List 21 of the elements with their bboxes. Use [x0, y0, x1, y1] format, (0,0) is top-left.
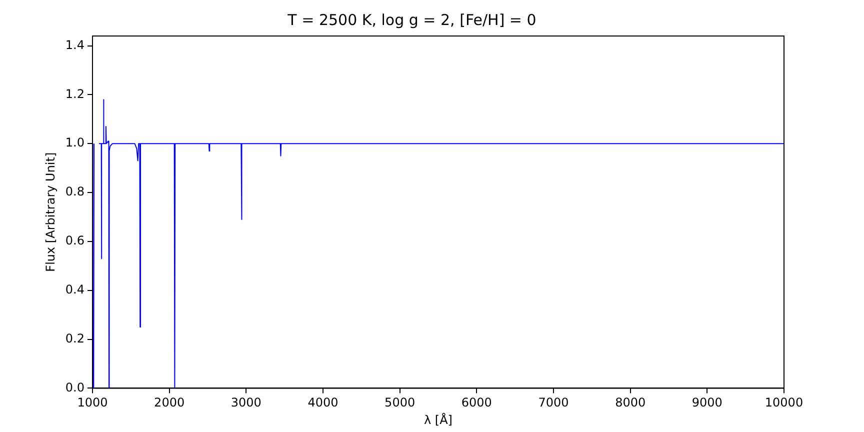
x-tick-label: 7000	[538, 396, 569, 410]
chart-title: T = 2500 K, log g = 2, [Fe/H] = 0	[286, 10, 536, 29]
x-tick-label: 6000	[461, 396, 492, 410]
x-tick-label: 9000	[692, 396, 722, 410]
x-axis-title: λ [Å]	[424, 412, 452, 427]
y-tick-label: 0.0	[65, 380, 84, 394]
x-tick-label: 4000	[308, 396, 338, 410]
y-tick-label: 1.0	[65, 136, 84, 150]
x-tick-label: 2000	[154, 396, 185, 410]
x-tick-label: 5000	[384, 396, 416, 410]
y-tick-label: 1.2	[65, 86, 84, 101]
x-tick-label: 10000	[764, 396, 804, 410]
y-tick-label: 0.2	[65, 331, 84, 346]
y-axis-title: Flux [Arbitrary Unit]	[43, 152, 58, 272]
x-tick-label: 3000	[230, 396, 262, 410]
y-tick-label: 0.8	[65, 184, 84, 199]
y-tick-label: 0.4	[65, 282, 84, 296]
x-tick-label: 8000	[615, 396, 646, 410]
y-tick-label: 0.6	[65, 234, 84, 248]
y-tick-label: 1.4	[65, 38, 84, 52]
x-tick-label: 1000	[77, 396, 108, 410]
